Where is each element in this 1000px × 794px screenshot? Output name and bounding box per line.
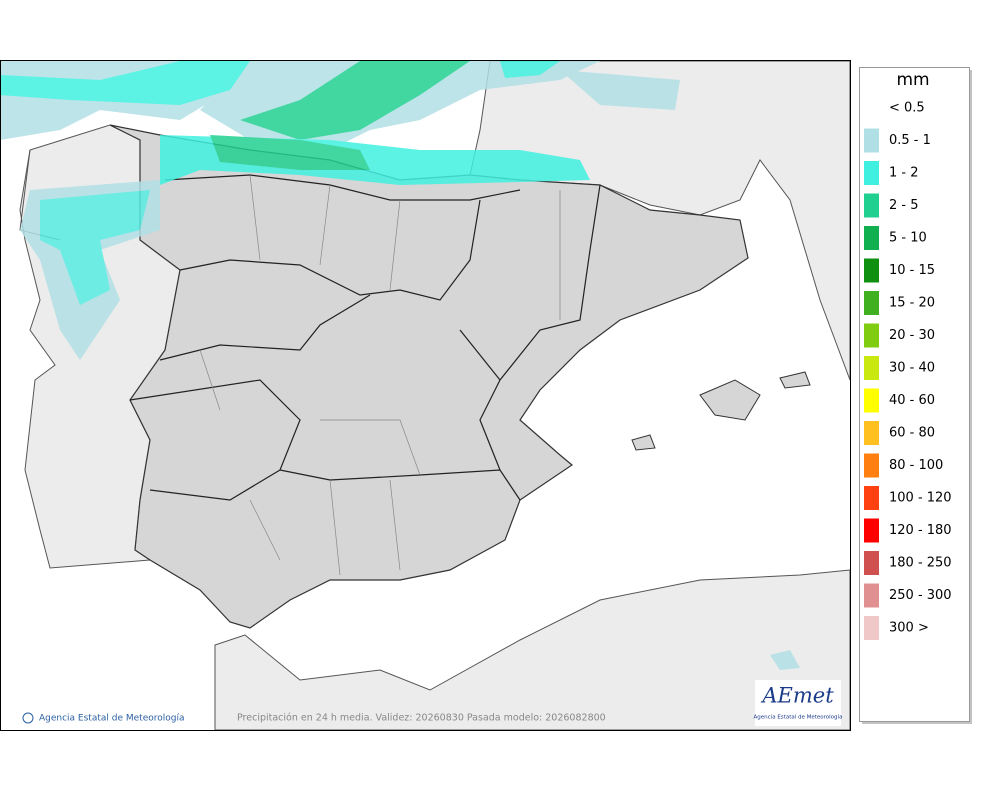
africa	[214, 569, 850, 730]
legend-swatch	[864, 193, 879, 218]
legend-label: 15 - 20	[889, 296, 935, 311]
legend-swatch	[864, 388, 879, 413]
legend-label: 250 - 300	[889, 588, 952, 603]
legend-title: mm	[896, 70, 929, 90]
legend-label: 10 - 15	[889, 263, 935, 278]
legend-label: 30 - 40	[889, 361, 935, 376]
legend-swatch	[864, 551, 879, 575]
legend-swatch	[864, 356, 879, 380]
caption: Precipitación en 24 h media. Validez: 20…	[237, 713, 606, 724]
legend-label: 80 - 100	[889, 458, 943, 473]
legend-label: 40 - 60	[889, 393, 935, 408]
precipitation	[1, 61, 800, 670]
province-borders	[199, 174, 561, 576]
logo-name: AEmet	[760, 684, 834, 708]
legend-label: < 0.5	[889, 101, 925, 116]
legend-swatch	[864, 226, 879, 250]
legend-label: 300 >	[889, 621, 929, 636]
legend-swatch	[864, 291, 879, 315]
legend-label: 20 - 30	[889, 328, 935, 343]
legend-swatch	[864, 421, 879, 445]
ibiza	[631, 434, 656, 451]
legend-label: 60 - 80	[889, 426, 935, 441]
legend-label: 180 - 250	[889, 556, 952, 571]
copyright-icon	[22, 712, 34, 724]
legend-swatch	[864, 161, 879, 185]
menorca	[779, 371, 811, 389]
map-layers	[1, 61, 850, 730]
legend-label: 5 - 10	[889, 231, 927, 246]
legend-swatch	[864, 323, 879, 348]
legend-swatch	[864, 486, 879, 510]
legend-swatch	[864, 453, 879, 478]
logo-subtitle: Agencia Estatal de Meteorología	[754, 714, 843, 721]
mallorca	[699, 379, 761, 421]
legend-swatch	[864, 258, 879, 283]
legend-swatch	[864, 128, 879, 153]
legend-label: 1 - 2	[889, 166, 919, 181]
legend-swatch	[864, 616, 879, 640]
legend-swatch	[864, 583, 879, 608]
legend-label: 0.5 - 1	[889, 133, 931, 148]
credit: Agencia Estatal de Meteorología	[39, 714, 185, 724]
legend-label: 2 - 5	[889, 198, 919, 213]
legend-label: 100 - 120	[889, 491, 952, 506]
legend-swatch	[864, 518, 879, 543]
legend-label: 120 - 180	[889, 523, 952, 538]
logo-box	[755, 680, 841, 726]
legend: < 0.5 0.5 - 1 1 - 2 2 - 5 5 - 10 10 - 15 15 - …	[864, 101, 952, 640]
